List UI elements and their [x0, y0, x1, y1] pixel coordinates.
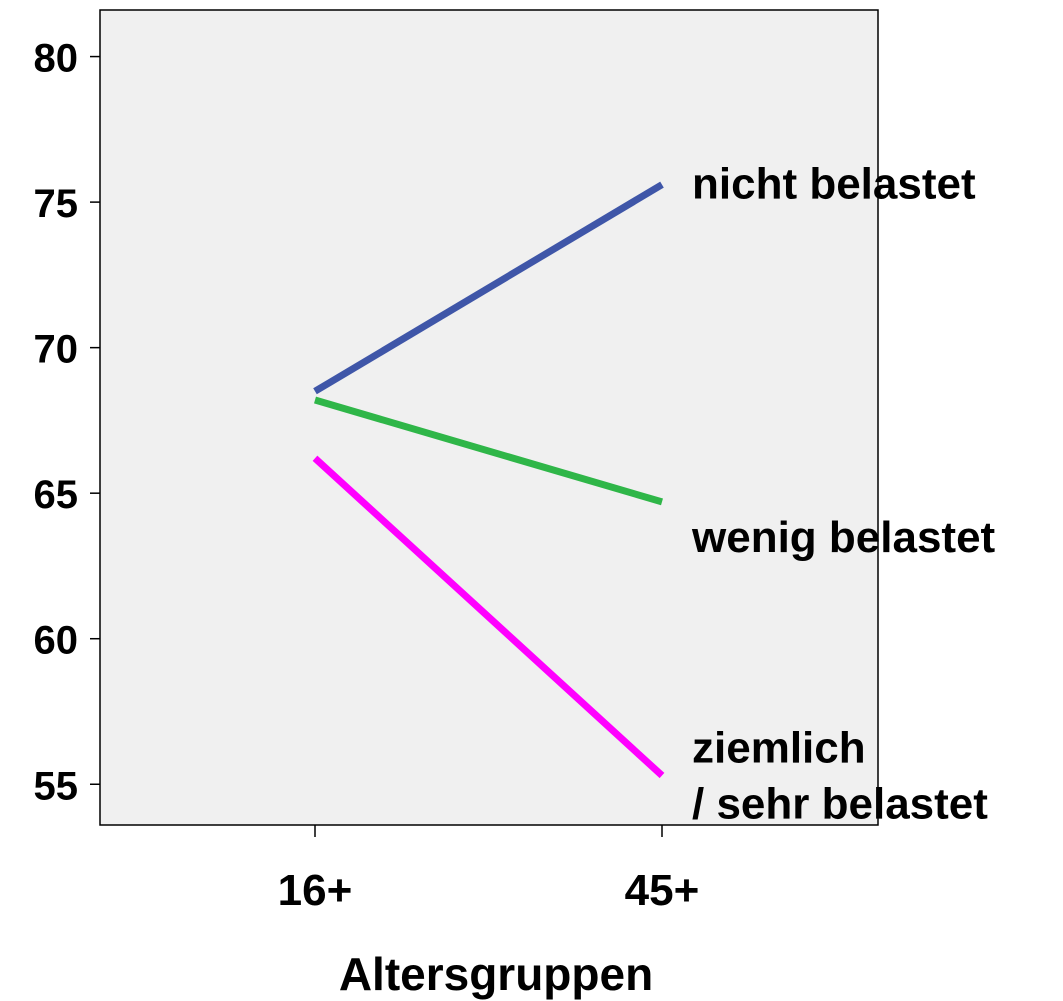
series-labels: nicht belastet wenig belastet ziemlich / se… [691, 160, 996, 829]
x-tick-label: 45+ [625, 866, 700, 915]
x-axis-title: Altersgruppen [339, 948, 653, 1000]
series-label: / sehr belastet [692, 780, 988, 829]
series-line [313, 181, 664, 395]
y-tick-label: 55 [34, 764, 79, 808]
y-tick-label: 80 [34, 37, 79, 81]
x-tick-label: 16+ [278, 866, 353, 915]
series-layer [312, 181, 665, 779]
series-label: ziemlich [692, 724, 866, 773]
y-tick-label: 60 [34, 619, 79, 663]
y-tick-label: 70 [34, 328, 79, 372]
series-line [314, 396, 663, 506]
y-tick-label: 65 [34, 473, 79, 517]
series-label: wenig belastet [691, 513, 996, 562]
y-tick-label: 75 [34, 182, 79, 226]
series-line [312, 455, 665, 779]
series-label: nicht belastet [692, 160, 976, 209]
plot-border [99, 9, 879, 826]
plot-area [100, 10, 878, 825]
x-axis: 16+ 45+ [278, 825, 700, 915]
y-axis: 55 60 65 70 75 80 [34, 37, 100, 808]
